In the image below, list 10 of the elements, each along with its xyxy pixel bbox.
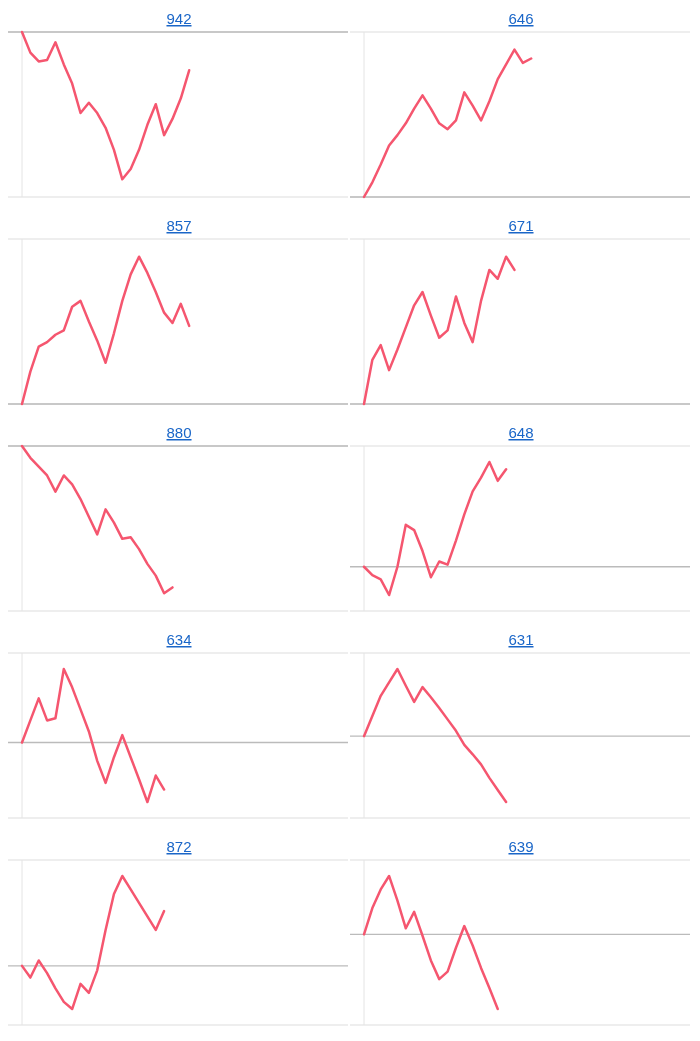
chart-title: 631	[508, 631, 534, 648]
chart-title: 857	[166, 217, 192, 234]
chart-title: 880	[166, 424, 192, 441]
chart-title: 942	[166, 10, 192, 27]
chart-title: 646	[508, 10, 534, 27]
chart-title: 639	[508, 838, 534, 855]
chart-title: 671	[508, 217, 534, 234]
chart-title: 872	[166, 838, 192, 855]
chart-title: 634	[166, 631, 192, 648]
chart-title: 648	[508, 424, 534, 441]
